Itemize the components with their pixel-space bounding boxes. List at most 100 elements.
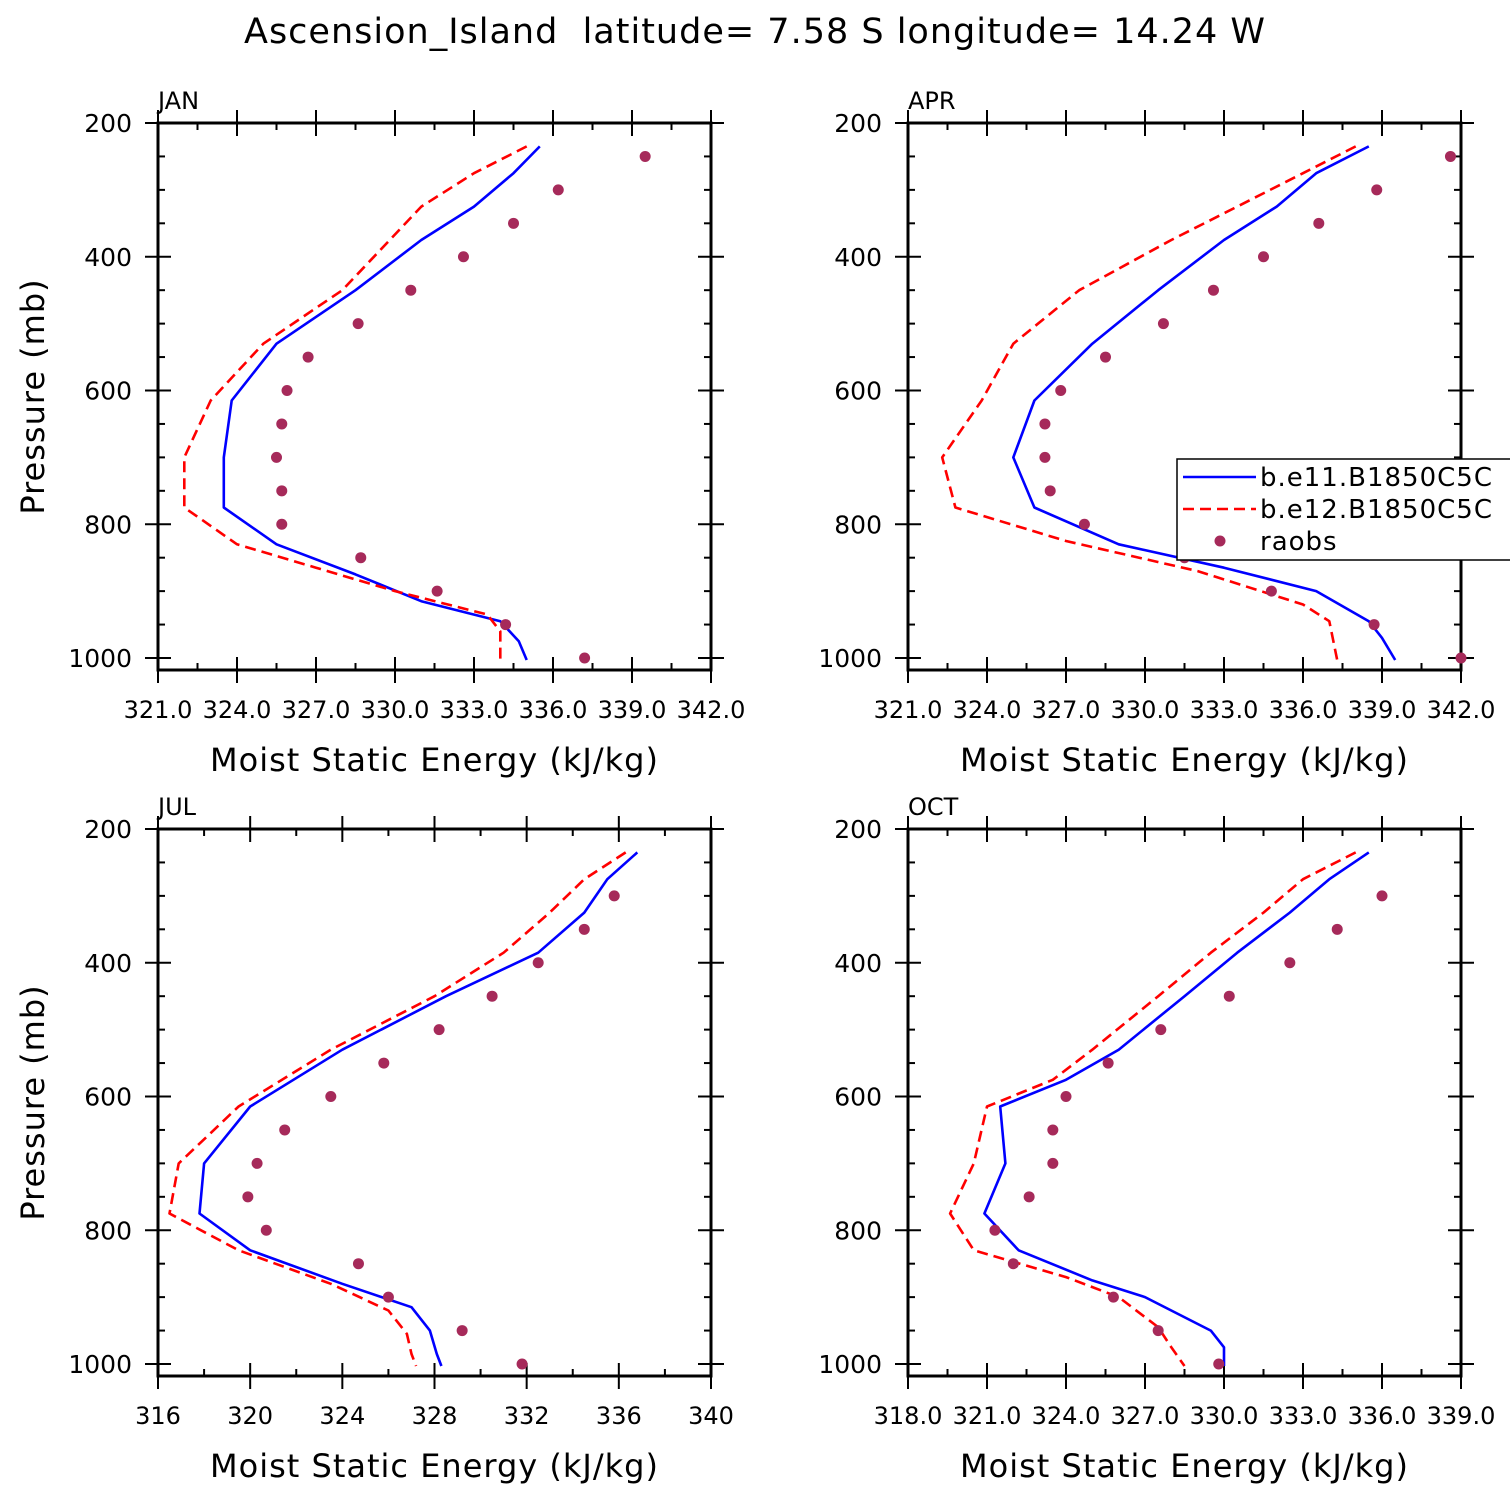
series-line-e12 <box>940 145 1357 661</box>
x-tick-label: 336.0 <box>519 696 588 724</box>
y-tick-label: 800 <box>834 1216 882 1245</box>
y-tick-label: 400 <box>834 949 882 978</box>
raobs-point <box>608 890 620 902</box>
y-tick-label: 200 <box>834 815 882 844</box>
y-axis-label: Pressure (mb) <box>14 278 52 514</box>
x-tick-label: 324.0 <box>203 696 272 724</box>
raobs-point <box>1258 251 1269 263</box>
raobs-point <box>1047 1124 1059 1136</box>
raobs-point <box>405 284 417 296</box>
x-tick-label: 330.0 <box>1190 1402 1259 1430</box>
y-tick-label: 1000 <box>818 1350 882 1379</box>
x-tick-label: 320 <box>227 1402 273 1430</box>
raobs-point <box>1455 652 1467 664</box>
y-axis-label: Pressure (mb) <box>14 984 52 1220</box>
raobs-point <box>1007 1258 1019 1270</box>
x-tick-label: 330.0 <box>361 696 430 724</box>
raobs-point <box>532 957 544 969</box>
x-axis-label: Moist Static Energy (kJ/kg) <box>210 1447 659 1485</box>
x-tick-label: 332 <box>504 1402 550 1430</box>
y-tick-label: 200 <box>84 109 132 138</box>
y-tick-label: 800 <box>84 510 132 539</box>
raobs-point <box>1023 1191 1035 1203</box>
raobs-point <box>1100 351 1111 363</box>
raobs-point <box>279 1124 291 1136</box>
x-tick-label: 333.0 <box>1190 696 1259 724</box>
raobs-point <box>1102 1057 1114 1069</box>
raobs-point <box>1284 957 1296 969</box>
y-tick-label: 200 <box>84 815 132 844</box>
series-line-e11 <box>198 851 639 1367</box>
raobs-point <box>1039 418 1051 430</box>
raobs-point <box>378 1057 390 1069</box>
x-tick-label: 327.0 <box>1032 696 1101 724</box>
y-tick-label: 1000 <box>818 644 882 673</box>
series-line-e11 <box>1011 145 1397 661</box>
series-line-e12 <box>183 145 528 660</box>
raobs-point <box>1078 518 1090 530</box>
legend-label: b.e12.B1850C5C <box>1260 495 1493 525</box>
x-tick-label: 333.0 <box>1269 1402 1338 1430</box>
x-tick-label: 321.0 <box>874 696 943 724</box>
raobs-point <box>1152 1325 1164 1337</box>
y-tick-label: 200 <box>834 109 882 138</box>
y-tick-label: 600 <box>84 1083 132 1112</box>
raobs-point <box>1213 1358 1225 1370</box>
raobs-point <box>578 923 590 935</box>
raobs-point <box>457 251 469 263</box>
raobs-point <box>1376 890 1388 902</box>
raobs-point <box>486 990 498 1002</box>
x-tick-label: 339.0 <box>1427 1402 1496 1430</box>
series-line-e11 <box>983 851 1370 1366</box>
panel-label: APR <box>908 87 956 115</box>
x-tick-label: 340 <box>688 1402 734 1430</box>
y-tick-label: 600 <box>834 1083 882 1112</box>
x-tick-label: 324.0 <box>1032 1402 1101 1430</box>
raobs-point <box>260 1224 272 1236</box>
x-tick-label: 336 <box>596 1402 642 1430</box>
y-tick-label: 1000 <box>68 644 132 673</box>
x-tick-label: 318.0 <box>874 1402 943 1430</box>
x-axis-label: Moist Static Energy (kJ/kg) <box>960 741 1409 779</box>
panel-label: OCT <box>908 793 959 821</box>
raobs-point <box>251 1157 263 1169</box>
x-tick-label: 333.0 <box>440 696 509 724</box>
plot-frame <box>906 827 1463 1378</box>
raobs-point <box>639 150 651 162</box>
raobs-point <box>242 1191 254 1203</box>
raobs-point <box>1331 923 1343 935</box>
raobs-point <box>500 619 512 631</box>
raobs-point <box>552 184 564 196</box>
raobs-point <box>276 418 288 430</box>
x-axis-label: Moist Static Energy (kJ/kg) <box>210 741 659 779</box>
x-tick-label: 324 <box>319 1402 365 1430</box>
figure-title: Ascension_Island latitude= 7.58 S longit… <box>244 12 1266 52</box>
x-tick-label: 324.0 <box>953 696 1022 724</box>
y-tick-label: 600 <box>834 377 882 406</box>
chart-panel-oct: OCT 200 400 600 800 1000 318.0 321.0 324.0 327.0 3… <box>818 793 1495 1485</box>
x-tick-label: 342.0 <box>677 696 746 724</box>
raobs-point <box>579 652 591 664</box>
x-tick-label: 336.0 <box>1348 1402 1417 1430</box>
legend-marker-raobs <box>1214 535 1226 547</box>
raobs-point <box>352 1258 364 1270</box>
raobs-point <box>1444 150 1456 162</box>
y-tick-label: 400 <box>84 949 132 978</box>
raobs-point <box>325 1091 337 1102</box>
raobs-point <box>1047 1157 1059 1169</box>
raobs-point <box>382 1291 394 1303</box>
x-tick-label: 330.0 <box>1111 696 1180 724</box>
raobs-point <box>433 1024 445 1036</box>
raobs-point <box>456 1325 468 1337</box>
series-line-e12 <box>948 851 1357 1367</box>
raobs-point <box>1207 284 1219 296</box>
raobs-point <box>276 485 288 497</box>
series-line-e11 <box>222 145 541 661</box>
raobs-point <box>1060 1091 1072 1102</box>
x-tick-label: 316 <box>135 1402 181 1430</box>
raobs-point <box>1368 619 1380 631</box>
raobs-point <box>1155 1024 1167 1036</box>
raobs-point <box>431 585 443 597</box>
